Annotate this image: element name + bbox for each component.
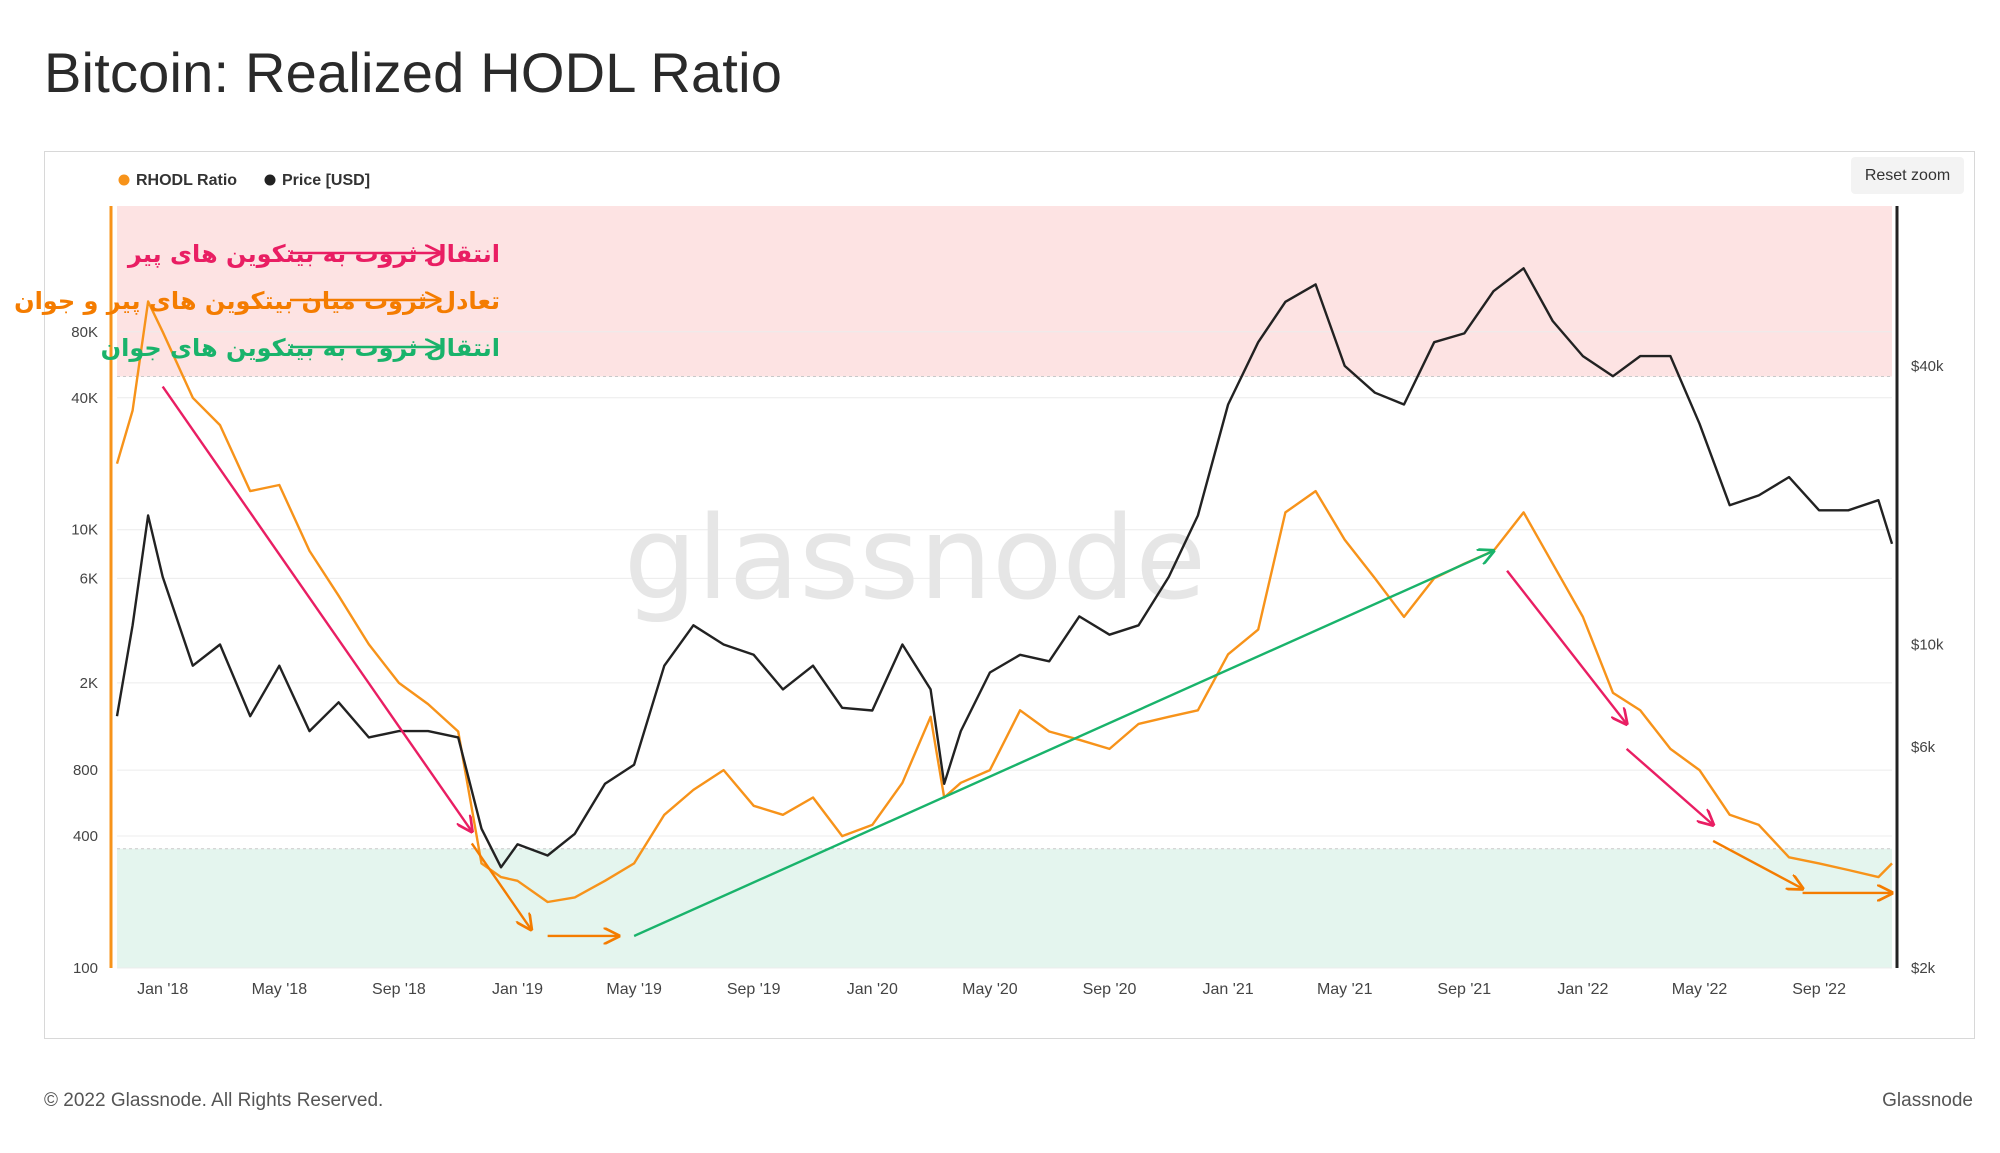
annotation-legend-text: انتقال ثروت به بیتکوین های جوان (101, 334, 500, 362)
y-left-tick-label: 2K (80, 675, 98, 692)
trend-arrows (161, 385, 1892, 938)
watermark: glassnode (624, 492, 1206, 626)
y-right-tick-label: $6k (1911, 739, 1936, 756)
zone-green (117, 848, 1892, 968)
y-right-tick-label: $40k (1911, 358, 1944, 375)
trend-arrow (1625, 747, 1714, 825)
x-tick-label: Sep '20 (1083, 981, 1137, 998)
x-tick-label: May '19 (606, 981, 662, 998)
trend-arrow (633, 551, 1493, 938)
legend-label[interactable]: RHODL Ratio (136, 172, 237, 189)
series-layer (115, 267, 1894, 904)
y-left-tick-label: 80K (71, 324, 98, 341)
y-left-tick-label: 10K (71, 522, 98, 539)
trend-arrow (161, 385, 472, 832)
trend-arrow (1506, 569, 1627, 724)
y-left-tick-label: 6K (80, 570, 98, 587)
legend-marker (118, 174, 130, 186)
y-left-tick-label: 400 (73, 828, 98, 845)
legend-label[interactable]: Price [USD] (282, 172, 370, 189)
legend: RHODL Ratio Price [USD] (118, 172, 370, 189)
axes-layer: 100 400 800 2K 6K 10K 40K 80K $2k $6k $10k $40k Jan … (71, 206, 1944, 998)
y-right-tick-label: $2k (1911, 960, 1936, 977)
x-tick-label: Jan '18 (137, 981, 188, 998)
legend-marker (264, 174, 276, 186)
x-tick-label: Sep '21 (1437, 981, 1491, 998)
x-tick-label: Sep '22 (1792, 981, 1846, 998)
x-tick-label: Sep '18 (372, 981, 426, 998)
reset-zoom-button[interactable]: Reset zoom (1851, 157, 1964, 194)
trend-arrow (1712, 839, 1802, 889)
x-tick-label: Jan '22 (1557, 981, 1608, 998)
x-tick-label: May '22 (1672, 981, 1728, 998)
x-tick-label: May '20 (962, 981, 1018, 998)
footer-brand: Glassnode (1882, 1090, 1973, 1111)
x-tick-label: Jan '19 (492, 981, 543, 998)
x-tick-label: Sep '19 (727, 981, 781, 998)
trend-arrow (470, 842, 531, 929)
annotation-legend-text: تعادل ثروت میان بیتکوین های پیر و جوان (14, 287, 500, 315)
annotation-legend-text: انتقال ثروت به بیتکوین های پیر (127, 240, 500, 268)
x-tick-label: Jan '21 (1203, 981, 1254, 998)
y-right-tick-label: $10k (1911, 637, 1944, 654)
x-tick-label: May '21 (1317, 981, 1373, 998)
x-tick-label: Jan '20 (847, 981, 898, 998)
y-left-tick-label: 800 (73, 762, 98, 779)
footer-copyright: © 2022 Glassnode. All Rights Reserved. (44, 1090, 384, 1111)
y-left-tick-label: 40K (71, 390, 98, 407)
series-line-rhodl (115, 300, 1893, 904)
zones-layer (117, 206, 1892, 968)
annotation-legend: انتقال ثروت به بیتکوین های پیر تعادل ثروت… (14, 240, 500, 362)
x-tick-label: May '18 (252, 981, 308, 998)
series-line-price (115, 267, 1894, 869)
page-title: Bitcoin: Realized HODL Ratio (44, 41, 783, 104)
y-left-tick-label: 100 (73, 960, 98, 977)
